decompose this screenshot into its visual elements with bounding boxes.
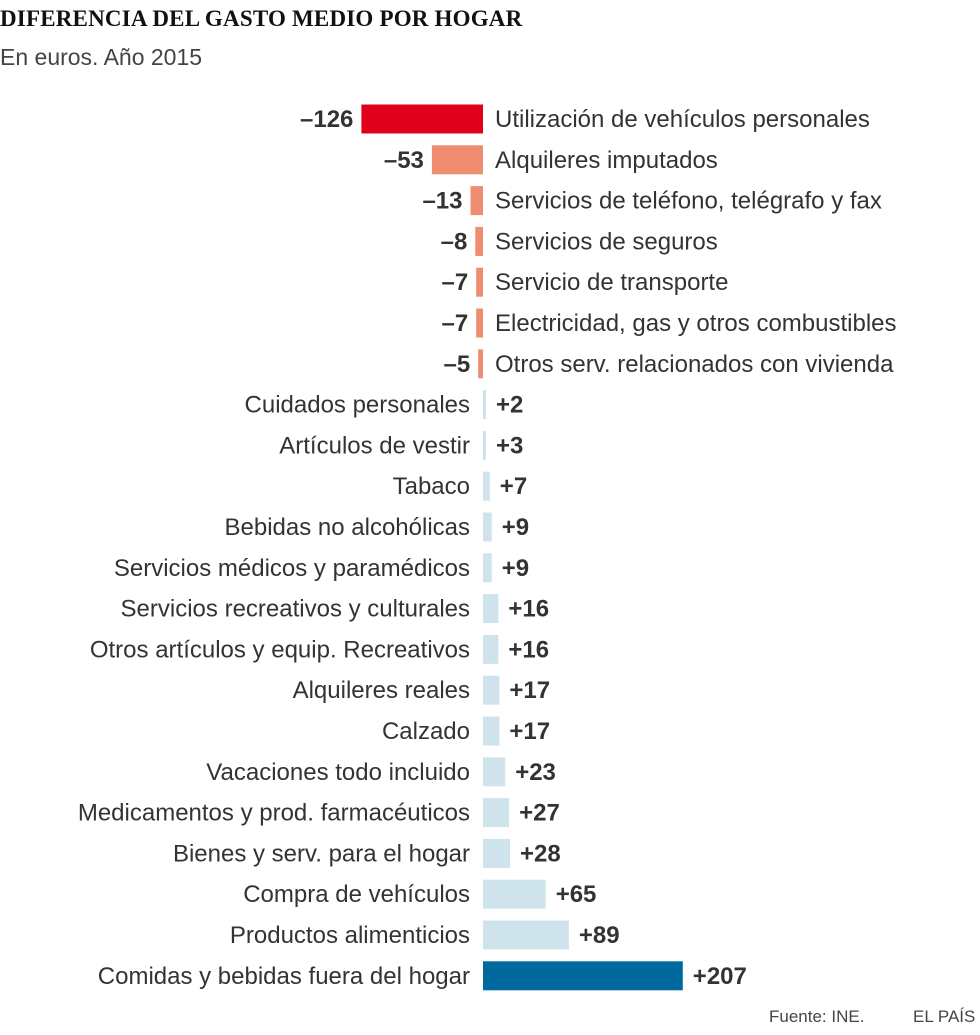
value-label-servicios-recreativos-y-culturales: +16	[508, 596, 549, 623]
category-label-servicios-medicos-y-paramedicos: Servicios médicos y paramédicos	[114, 555, 470, 582]
value-label-comidas-y-bebidas-fuera-del-hogar: +207	[693, 963, 747, 990]
labels-layer: Utilización de vehículos personales –126 A…	[78, 106, 897, 990]
value-label-alquileres-imputados: –53	[384, 147, 424, 174]
bar-utilizacion-de-vehiculos-personales	[361, 104, 483, 134]
value-label-tabaco: +7	[500, 473, 527, 500]
source-note: Fuente: INE.	[769, 1007, 865, 1026]
category-label-servicios-de-telefono-telegrafo-y-fax: Servicios de teléfono, telégrafo y fax	[495, 188, 882, 215]
bar-articulos-de-vestir	[483, 430, 486, 460]
category-label-medicamentos-y-prod-farmaceuticos: Medicamentos y prod. farmacéuticos	[78, 800, 470, 827]
category-label-tabaco: Tabaco	[393, 473, 470, 500]
value-label-calzado: +17	[509, 718, 550, 745]
bar-servicios-de-telefono-telegrafo-y-fax	[470, 186, 483, 216]
bar-calzado	[483, 716, 500, 746]
chart-subtitle: En euros. Año 2015	[0, 44, 203, 70]
brand-logo-text: EL PAÍS	[913, 1007, 976, 1026]
value-label-cuidados-personales: +2	[496, 392, 523, 419]
value-label-bienes-y-serv-para-el-hogar: +28	[520, 840, 561, 867]
value-label-compra-de-vehiculos: +65	[556, 881, 597, 908]
value-label-otros-serv-relacionados-con-vivienda: –5	[443, 351, 470, 378]
bar-tabaco	[483, 471, 490, 501]
category-label-otros-articulos-y-equip-recreativos: Otros artículos y equip. Recreativos	[90, 636, 470, 663]
value-label-medicamentos-y-prod-farmaceuticos: +27	[519, 800, 560, 827]
value-label-servicios-medicos-y-paramedicos: +9	[502, 555, 529, 582]
bar-otros-serv-relacionados-con-vivienda	[478, 349, 483, 379]
category-label-alquileres-reales: Alquileres reales	[293, 677, 470, 704]
value-label-productos-alimenticios: +89	[579, 922, 620, 949]
category-label-otros-serv-relacionados-con-vivienda: Otros serv. relacionados con vivienda	[495, 351, 894, 378]
bar-alquileres-imputados	[431, 145, 483, 175]
bar-servicios-de-seguros	[475, 226, 483, 256]
bar-comidas-y-bebidas-fuera-del-hogar	[483, 961, 683, 991]
value-label-alquileres-reales: +17	[509, 677, 550, 704]
value-label-articulos-de-vestir: +3	[496, 432, 523, 459]
bar-bebidas-no-alcoholicas	[483, 512, 492, 542]
value-label-servicios-de-seguros: –8	[441, 228, 468, 255]
category-label-bienes-y-serv-para-el-hogar: Bienes y serv. para el hogar	[173, 840, 470, 867]
category-label-alquileres-imputados: Alquileres imputados	[495, 147, 718, 174]
bar-vacaciones-todo-incluido	[483, 757, 506, 787]
bar-bienes-y-serv-para-el-hogar	[483, 838, 510, 868]
category-label-productos-alimenticios: Productos alimenticios	[230, 922, 470, 949]
bar-otros-articulos-y-equip-recreativos	[483, 634, 499, 664]
category-label-servicios-de-seguros: Servicios de seguros	[495, 228, 718, 255]
bar-medicamentos-y-prod-farmaceuticos	[483, 798, 510, 828]
value-label-servicios-de-telefono-telegrafo-y-fax: –13	[422, 188, 462, 215]
bar-cuidados-personales	[483, 390, 486, 420]
value-label-otros-articulos-y-equip-recreativos: +16	[508, 636, 549, 663]
value-label-servicio-de-transporte: –7	[441, 269, 468, 296]
value-label-electricidad-gas-y-otros-combustibles: –7	[441, 310, 468, 337]
category-label-utilizacion-de-vehiculos-personales: Utilización de vehículos personales	[495, 106, 870, 133]
bars-layer	[361, 104, 683, 991]
category-label-cuidados-personales: Cuidados personales	[245, 392, 470, 419]
category-label-articulos-de-vestir: Artículos de vestir	[279, 432, 470, 459]
bar-alquileres-reales	[483, 675, 500, 705]
bar-compra-de-vehiculos	[483, 879, 546, 909]
category-label-bebidas-no-alcoholicas: Bebidas no alcohólicas	[225, 514, 471, 541]
value-label-bebidas-no-alcoholicas: +9	[502, 514, 529, 541]
value-label-vacaciones-todo-incluido: +23	[515, 759, 556, 786]
category-label-comidas-y-bebidas-fuera-del-hogar: Comidas y bebidas fuera del hogar	[98, 963, 470, 990]
bar-servicio-de-transporte	[476, 267, 483, 297]
value-label-utilizacion-de-vehiculos-personales: –126	[300, 106, 353, 133]
category-label-servicio-de-transporte: Servicio de transporte	[495, 269, 728, 296]
chart-title: DIFERENCIA DEL GASTO MEDIO POR HOGAR	[0, 6, 523, 31]
category-label-calzado: Calzado	[382, 718, 470, 745]
bar-servicios-medicos-y-paramedicos	[483, 553, 492, 583]
category-label-servicios-recreativos-y-culturales: Servicios recreativos y culturales	[121, 596, 470, 623]
diverging-bar-chart: Utilización de vehículos personales –126 A…	[78, 104, 897, 991]
category-label-electricidad-gas-y-otros-combustibles: Electricidad, gas y otros combustibles	[495, 310, 897, 337]
category-label-compra-de-vehiculos: Compra de vehículos	[243, 881, 470, 908]
bar-electricidad-gas-y-otros-combustibles	[476, 308, 483, 338]
bar-servicios-recreativos-y-culturales	[483, 594, 499, 624]
bar-productos-alimenticios	[483, 920, 569, 950]
category-label-vacaciones-todo-incluido: Vacaciones todo incluido	[206, 759, 470, 786]
